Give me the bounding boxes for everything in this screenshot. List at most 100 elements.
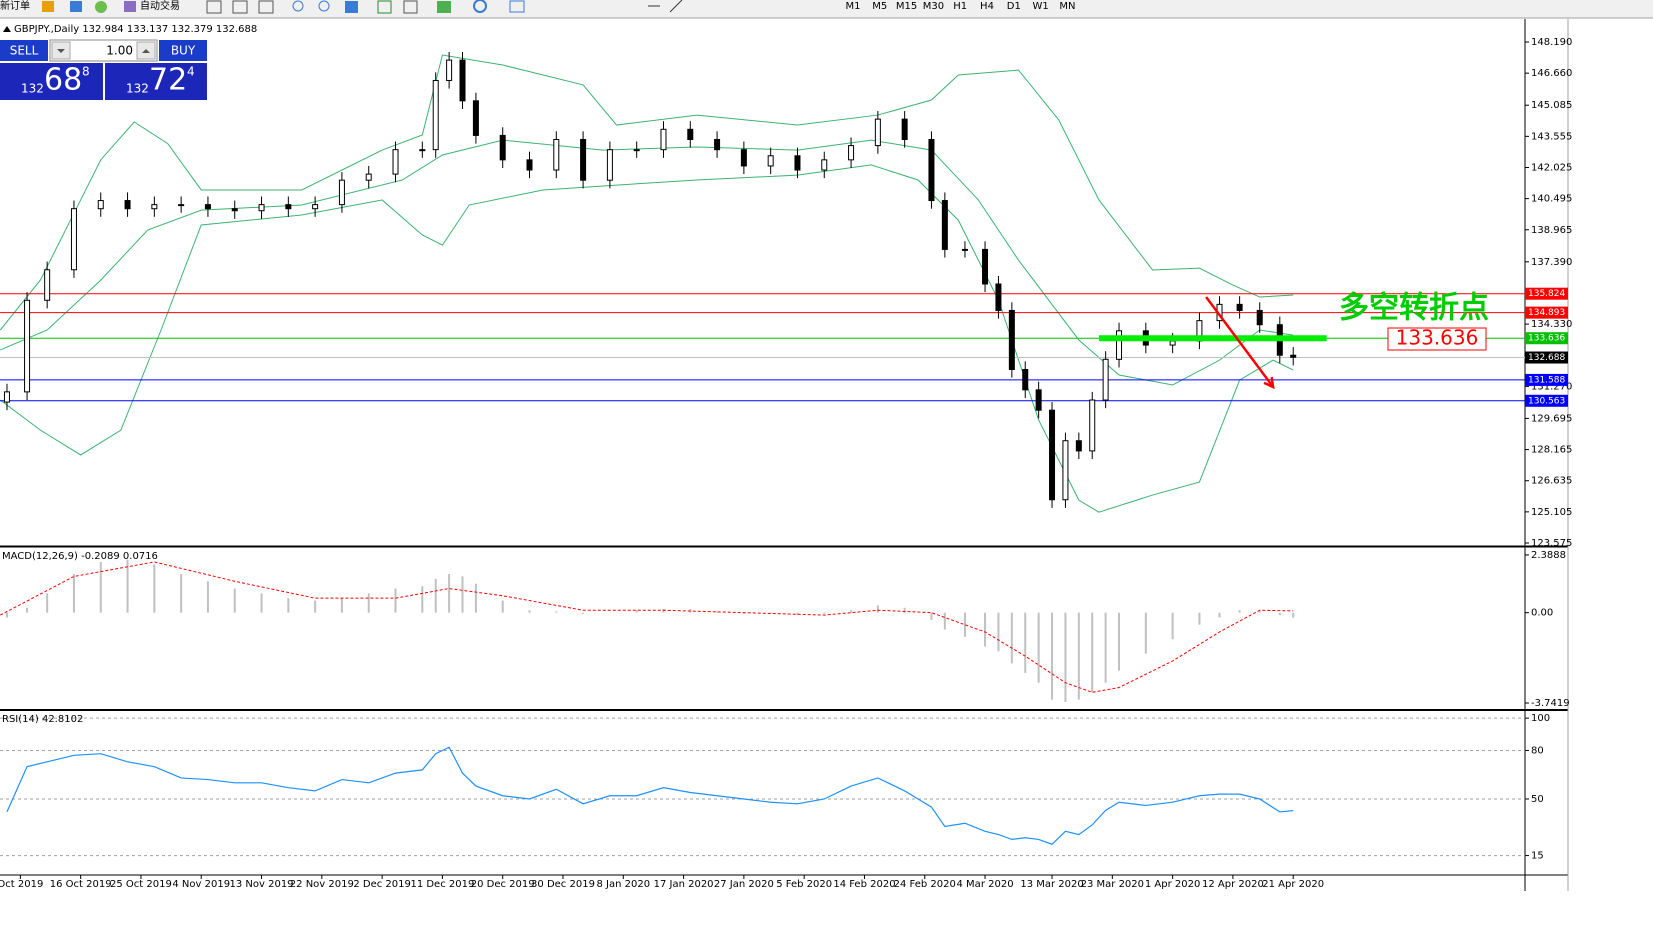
price-marker [1525, 287, 1568, 300]
trade-panel: SELL 1.00 BUY 132 68 8 132 72 4 [0, 39, 207, 100]
candle-body [3, 391, 10, 403]
candle-body [1075, 440, 1082, 452]
sell-button[interactable] [0, 40, 48, 61]
x-tick-label: 12 Apr 2020 [1202, 879, 1264, 890]
candle-body [70, 208, 77, 271]
icon[interactable] [377, 0, 392, 14]
signal-line [0, 561, 1294, 693]
price-marker [1525, 351, 1568, 364]
candle-body [1008, 309, 1015, 370]
icon[interactable] [473, 0, 487, 13]
auto-trading-button[interactable]: 自动交易 [140, 0, 180, 12]
x-tick-label: 13 Nov 2019 [230, 879, 294, 890]
candle-body [1089, 399, 1096, 452]
x-tick-label: 5 Feb 2020 [776, 879, 832, 890]
buy-label: BUY [171, 44, 196, 58]
timeframe-button[interactable]: M1 [846, 1, 861, 12]
candle-body [982, 248, 989, 285]
icon[interactable] [124, 1, 136, 12]
y-tick-label: 0.00 [1531, 608, 1553, 619]
macd-header: MACD(12,26,9) -0.2089 0.0716 [2, 551, 158, 562]
icon[interactable] [258, 0, 274, 14]
y-tick-label: 134.330 [1531, 319, 1572, 330]
price-marker [1525, 373, 1568, 386]
candle-body [687, 128, 694, 140]
icon[interactable] [206, 0, 222, 14]
candle-body [231, 208, 238, 212]
bollinger-band [0, 164, 1294, 513]
y-tick-label: 126.635 [1531, 476, 1572, 487]
candle-body [874, 118, 881, 147]
candle-body [338, 179, 345, 206]
timeframe-button[interactable]: MN [1059, 1, 1075, 12]
candle-body [499, 134, 506, 161]
x-tick-label: 24 Feb 2020 [894, 879, 956, 890]
icon[interactable] [70, 1, 82, 12]
candle-body [767, 155, 774, 167]
icon[interactable] [318, 0, 330, 12]
timeframe-button[interactable]: D1 [1007, 1, 1021, 12]
timeframe-button[interactable]: M30 [923, 1, 944, 12]
timeframe-button[interactable]: M15 [896, 1, 917, 12]
toolbar [0, 0, 1653, 18]
arrow-icon [57, 49, 65, 53]
candle-body [1256, 309, 1263, 326]
y-tick-label: 128.165 [1531, 445, 1572, 456]
candle-body [580, 138, 587, 181]
x-tick-label: 27 Jan 2020 [714, 879, 774, 890]
x-tick-label: 17 Jan 2020 [654, 879, 714, 890]
y-tick-label: 100 [1531, 713, 1550, 724]
y-tick-label: 50 [1531, 794, 1544, 805]
x-tick-label: 16 Oct 2019 [50, 879, 112, 890]
ask-mid: 72 [149, 63, 187, 98]
y-tick-label: 15 [1531, 851, 1544, 862]
icon[interactable] [437, 1, 451, 13]
icon[interactable] [232, 0, 248, 14]
candle-body [124, 200, 131, 210]
candle-body [1236, 303, 1243, 311]
candle-body [714, 138, 721, 151]
x-tick-label: 4 Mar 2020 [957, 879, 1014, 890]
trend-arrow [1205, 296, 1275, 388]
timeframe-button[interactable]: W1 [1032, 1, 1048, 12]
icon[interactable] [292, 0, 304, 12]
timeframe-button[interactable]: H4 [980, 1, 994, 12]
rsi-line [6, 746, 1294, 845]
ask-box[interactable] [105, 63, 207, 100]
collapse-icon[interactable] [3, 26, 11, 32]
buy-button[interactable] [159, 40, 207, 61]
rsi-header: RSI(14) 42.8102 [2, 714, 83, 725]
candle-body [928, 138, 935, 202]
y-tick-label: 137.390 [1531, 257, 1572, 268]
candle-body [24, 299, 31, 393]
price-marker-label: 133.636 [1528, 334, 1565, 344]
y-tick-label: 138.965 [1531, 225, 1572, 236]
bid-box[interactable] [0, 63, 103, 100]
timeframe-button[interactable]: M5 [872, 1, 887, 12]
icon[interactable] [403, 0, 418, 14]
candle-body [606, 149, 613, 181]
y-tick-label: 145.085 [1531, 100, 1572, 111]
lot-input[interactable] [49, 39, 158, 62]
x-tick-label: 14 Feb 2020 [833, 879, 895, 890]
timeframe-button[interactable]: H1 [953, 1, 967, 12]
candle-body [258, 204, 265, 212]
icon[interactable] [95, 1, 107, 13]
y-tick-label: 131.270 [1531, 381, 1572, 392]
candle-body [1062, 440, 1069, 501]
y-tick-label: 142.025 [1531, 162, 1572, 173]
candle-body [633, 149, 640, 152]
icon[interactable] [509, 0, 525, 13]
candle-body [97, 200, 104, 210]
arrow-icon [142, 49, 150, 53]
icon[interactable] [669, 0, 683, 13]
y-tick-label: 2.3888 [1531, 550, 1566, 561]
x-tick-label: 1 Apr 2020 [1145, 879, 1200, 890]
icon[interactable] [42, 1, 54, 12]
price-marker-label: 135.824 [1528, 289, 1565, 299]
x-tick-label: 13 Mar 2020 [1020, 879, 1083, 890]
icon[interactable] [345, 1, 358, 13]
new-order-button[interactable]: 新订单 [0, 0, 30, 12]
